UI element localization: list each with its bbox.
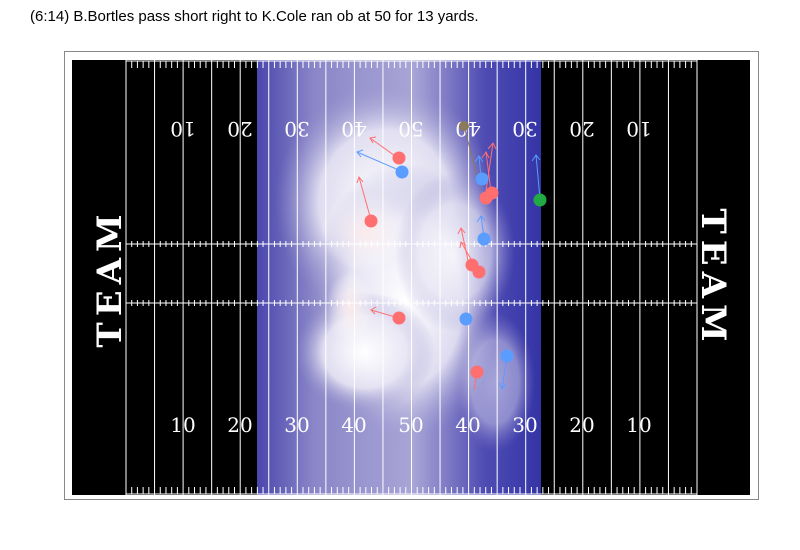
- yard-number: 20: [227, 413, 252, 437]
- yard-number: 10: [626, 413, 651, 437]
- ball-carrier: [533, 193, 547, 207]
- yard-numbers-top: 10 20 30 40 50 40 30 20 10: [170, 117, 651, 141]
- offense-player: [392, 151, 406, 165]
- defense-player: [500, 349, 514, 363]
- right-endzone-label: TEAM: [693, 208, 733, 347]
- yard-number: 30: [284, 117, 309, 141]
- yard-number: 30: [284, 413, 309, 437]
- yard-number: 40: [455, 413, 480, 437]
- player-arrow: [457, 227, 470, 266]
- defense-player: [477, 232, 491, 246]
- yard-number: 10: [170, 117, 195, 141]
- offense-player: [479, 191, 493, 205]
- player-arrow: [531, 154, 541, 200]
- defense-player: [459, 312, 473, 326]
- yard-numbers-bottom: 10 20 30 40 50 40 30 20 10: [170, 413, 651, 437]
- football-field: TEAM TEAM 10 20 30 40 50 40 30 20 10 10 …: [72, 60, 750, 495]
- yard-number: 10: [626, 117, 651, 141]
- play-description: (6:14) B.Bortles pass short right to K.C…: [30, 8, 479, 25]
- yard-number: 20: [569, 413, 594, 437]
- yard-number: 20: [227, 117, 252, 141]
- player-arrow: [356, 149, 402, 172]
- hash-marks: [131, 61, 692, 494]
- defense-player: [395, 165, 409, 179]
- field-frame: TEAM TEAM 10 20 30 40 50 40 30 20 10 10 …: [64, 51, 759, 500]
- yard-number: 10: [170, 413, 195, 437]
- player-arrow: [481, 151, 492, 193]
- yard-number: 40: [341, 117, 366, 141]
- yard-number: 40: [341, 413, 366, 437]
- offense-player: [470, 365, 484, 379]
- player-arrow: [356, 175, 372, 221]
- player-arrow: [369, 136, 399, 159]
- yard-number: 20: [569, 117, 594, 141]
- yard-number: 50: [398, 413, 423, 437]
- defense-player: [475, 172, 489, 186]
- players: [364, 121, 547, 379]
- left-endzone-label: TEAM: [90, 208, 130, 347]
- yard-lines: [125, 60, 698, 495]
- offense-player: [392, 311, 406, 325]
- offense-player: [364, 214, 378, 228]
- yard-number: 30: [512, 413, 537, 437]
- player-arrow: [484, 142, 497, 199]
- offense-player: [472, 265, 486, 279]
- yard-number: 30: [512, 117, 537, 141]
- player-arrow: [463, 125, 478, 177]
- football: [459, 121, 469, 131]
- yard-number: 50: [398, 117, 423, 141]
